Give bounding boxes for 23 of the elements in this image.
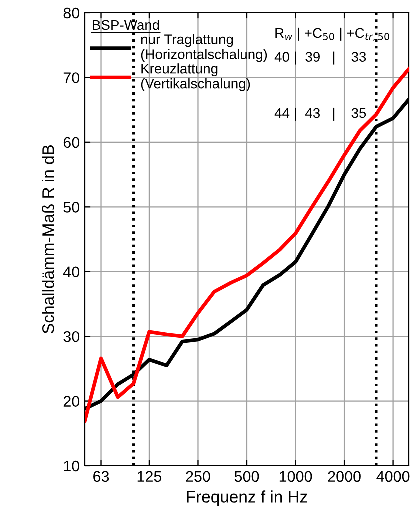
x-tick-label: 250 bbox=[186, 471, 210, 482]
x-tick-label: 63 bbox=[94, 471, 110, 482]
legend-label: Kreuzlattung (Vertikalschalung) bbox=[141, 64, 250, 92]
x-tick-label: 125 bbox=[138, 471, 162, 482]
x-axis-title: Frequenz f in Hz bbox=[187, 490, 308, 506]
y-tick-label: 80 bbox=[64, 8, 80, 19]
y-tick-label: 70 bbox=[64, 72, 80, 84]
y-tick-label: 60 bbox=[64, 137, 80, 148]
legend-label: nur Traglattung (Horizontalschalung) bbox=[141, 34, 268, 62]
x-tick-label: 4000 bbox=[376, 471, 410, 482]
y-tick-label: 50 bbox=[64, 202, 80, 213]
x-tick-label: 500 bbox=[234, 471, 260, 482]
y-tick-label: 10 bbox=[64, 460, 80, 472]
legend-title: BSP-Wand bbox=[93, 20, 160, 30]
annotation: 40 | 39 | 33 bbox=[274, 52, 366, 65]
x-tick-label: 2000 bbox=[328, 471, 361, 482]
annotation: R$_{w}$ | +C$_{50}$ | +C$_{tr,50}$ bbox=[276, 28, 390, 42]
annotation: 44 | 43 | 35 bbox=[274, 108, 366, 121]
y-tick-label: 30 bbox=[64, 331, 80, 342]
y-axis-title: Schalldämm-Maß R in dB bbox=[42, 145, 54, 334]
y-tick-label: 40 bbox=[64, 266, 80, 278]
y-tick-label: 20 bbox=[64, 396, 80, 407]
x-tick-label: 1000 bbox=[280, 471, 312, 482]
